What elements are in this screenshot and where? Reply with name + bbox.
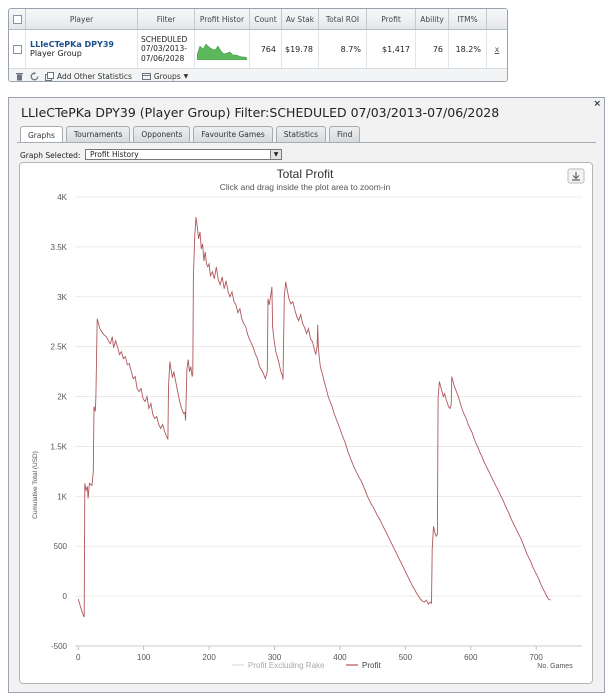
x-tick-label: 500 — [399, 653, 413, 662]
chart-legend: Profit Excluding Rake Profit — [232, 661, 381, 670]
groups-label: Groups — [153, 72, 181, 81]
download-icon — [572, 172, 580, 181]
y-tick-label: 1K — [57, 492, 67, 501]
ability-value: 76 — [416, 30, 449, 68]
filter-line-1: SCHEDULED — [141, 34, 188, 44]
y-tick-label: -500 — [51, 642, 68, 651]
chart-subtitle: Click and drag inside the plot area to z… — [220, 182, 391, 192]
y-tick-label: 3K — [57, 293, 67, 302]
y-tick-label: 0 — [63, 592, 68, 601]
graph-select-dropdown[interactable]: Profit History ▼ — [85, 149, 282, 160]
legend-item-profit-excluding-rake[interactable]: Profit Excluding Rake — [232, 661, 325, 670]
tab-find[interactable]: Find — [329, 126, 361, 142]
player-name-link[interactable]: LLIeCTePKa DPY39 — [30, 40, 114, 49]
col-header-profit[interactable]: Profit — [367, 9, 416, 29]
remove-row-button[interactable]: x — [494, 44, 500, 54]
refresh-icon[interactable] — [30, 72, 39, 81]
y-tick-label: 2.5K — [51, 343, 68, 352]
legend-label-profit: Profit — [362, 661, 381, 670]
trash-icon[interactable] — [15, 72, 24, 81]
profit-value: $1,417 — [367, 30, 416, 68]
count-value: 764 — [250, 30, 282, 68]
x-tick-label: 200 — [202, 653, 216, 662]
profit-chart[interactable]: -500 0 500 1K 1.5K 2K 2.5K 3K 3.5K 4K 0 100 200 300 40… — [20, 163, 592, 683]
table-row[interactable]: LLIeCTePKa DPY39 Player Group SCHEDULED … — [9, 30, 507, 69]
chart-title: Total Profit — [277, 167, 334, 181]
col-header-blank — [487, 9, 507, 29]
add-other-statistics-label: Add Other Statistics — [57, 72, 132, 81]
col-header-player[interactable]: Player — [26, 9, 138, 29]
tab-opponents[interactable]: Opponents — [133, 126, 191, 142]
chevron-down-icon[interactable]: ▼ — [270, 150, 281, 159]
chart-container: -500 0 500 1K 1.5K 2K 2.5K 3K 3.5K 4K 0 100 200 300 40… — [19, 162, 593, 684]
legend-label-profit-excluding-rake: Profit Excluding Rake — [248, 661, 325, 670]
total-roi-value: 8.7% — [319, 30, 367, 68]
legend-item-profit[interactable]: Profit — [346, 661, 381, 670]
series-line-profit — [77, 216, 551, 618]
stats-table-header: Player Filter Profit Histor Count Av Sta… — [9, 9, 507, 30]
y-tick-label: 4K — [57, 193, 67, 202]
player-detail-window: LLIeCTePKa DPY39 (Player Group) Filter:S… — [8, 97, 605, 693]
itm-value: 18.2% — [449, 30, 487, 68]
tab-tournaments[interactable]: Tournaments — [65, 126, 131, 142]
y-tick-label: 3.5K — [51, 243, 68, 252]
av-stake-value: $19.78 — [282, 30, 319, 68]
select-all-checkbox[interactable] — [9, 9, 26, 29]
detail-title: LLIeCTePKa DPY39 (Player Group) Filter:S… — [21, 105, 500, 120]
detail-tabs: Graphs Tournaments Opponents Favourite G… — [20, 126, 361, 143]
x-tick-label: 600 — [464, 653, 478, 662]
profit-sparkline — [197, 43, 247, 60]
x-tick-label: 400 — [333, 653, 347, 662]
groups-icon — [141, 73, 151, 80]
filter-line-3: 07/06/2028 — [141, 53, 185, 63]
tab-divider — [17, 142, 596, 143]
filter-cell: SCHEDULED 07/03/2013- 07/06/2028 — [138, 30, 195, 68]
col-header-count[interactable]: Count — [250, 9, 282, 29]
col-header-profit-history[interactable]: Profit Histor — [195, 9, 250, 29]
tab-graphs[interactable]: Graphs — [20, 126, 63, 143]
chevron-down-icon: ▼ — [183, 73, 189, 80]
y-tick-label: 2K — [57, 393, 67, 402]
y-axis-label: Cumulative Total (USD) — [32, 451, 39, 519]
x-tick-label: 300 — [268, 653, 282, 662]
x-tick-label: 100 — [137, 653, 151, 662]
close-icon[interactable]: × — [593, 99, 601, 109]
graph-selected-label: Graph Selected: — [20, 151, 81, 160]
add-stats-icon — [45, 72, 54, 81]
y-tick-label: 500 — [54, 542, 68, 551]
profit-history-cell — [195, 30, 250, 68]
x-tick-label: 0 — [76, 653, 81, 662]
player-cell: LLIeCTePKa DPY39 Player Group — [26, 30, 138, 68]
stats-panel: Player Filter Profit Histor Count Av Sta… — [8, 8, 508, 82]
filter-line-2: 07/03/2013- — [141, 44, 187, 54]
x-tick-label: 700 — [530, 653, 544, 662]
col-header-filter[interactable]: Filter — [138, 9, 195, 29]
stats-toolbar: Add Other Statistics Groups ▼ — [9, 69, 507, 81]
y-tick-label: 1.5K — [51, 442, 68, 451]
col-header-av-stake[interactable]: Av Stak — [282, 9, 319, 29]
col-header-itm[interactable]: ITM% — [449, 9, 487, 29]
add-other-statistics-button[interactable]: Add Other Statistics — [45, 72, 132, 81]
col-header-ability[interactable]: Ability — [416, 9, 449, 29]
groups-menu-button[interactable]: Groups ▼ — [141, 72, 189, 81]
graph-select-value: Profit History — [90, 150, 139, 159]
tab-favourite-games[interactable]: Favourite Games — [193, 126, 273, 142]
col-header-total-roi[interactable]: Total ROI — [319, 9, 367, 29]
tab-statistics[interactable]: Statistics — [275, 126, 327, 142]
download-button[interactable] — [567, 168, 585, 184]
row-checkbox[interactable] — [9, 30, 26, 68]
x-axis-label: No. Games — [537, 663, 573, 670]
player-type: Player Group — [30, 49, 82, 58]
